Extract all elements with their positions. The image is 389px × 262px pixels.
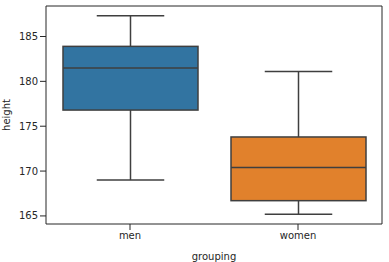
svg-text:men: men: [119, 230, 141, 241]
svg-text:grouping: grouping: [192, 251, 237, 262]
svg-text:height: height: [8, 99, 12, 131]
svg-text:165: 165: [19, 210, 38, 221]
svg-text:175: 175: [19, 121, 38, 132]
svg-text:180: 180: [19, 76, 38, 87]
svg-text:185: 185: [19, 31, 38, 42]
svg-text:170: 170: [19, 166, 38, 177]
svg-text:women: women: [280, 230, 317, 241]
